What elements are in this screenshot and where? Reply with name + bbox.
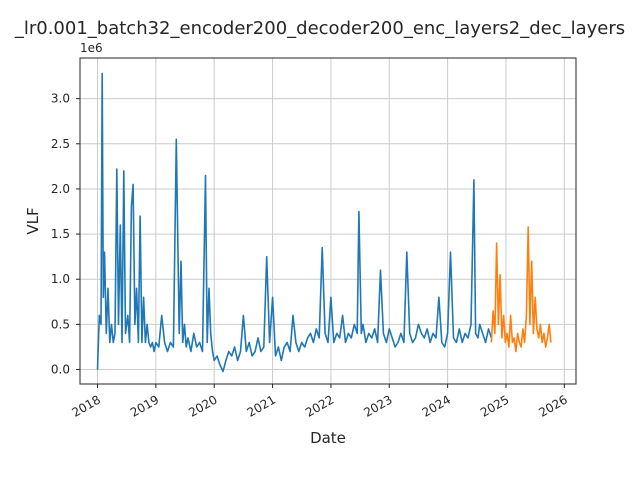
- x-tick-label: 2026: [536, 392, 569, 419]
- y-tick-label: 0.5: [51, 317, 70, 331]
- x-axis-title: Date: [310, 429, 346, 447]
- x-tick-label: 2024: [420, 392, 453, 419]
- x-tick-label: 2019: [128, 392, 161, 419]
- series-lines: [96, 72, 552, 373]
- x-tick-label: 2020: [186, 392, 219, 419]
- x-tick-label: 2023: [361, 392, 394, 419]
- y-offset-label: 1e6: [80, 41, 103, 55]
- plot-border: [79, 57, 577, 385]
- y-tick-label: 2.0: [51, 182, 70, 196]
- x-tick-label: 2022: [303, 392, 336, 419]
- x-axis: 2018 2019 2020 2021 2022 2023 2024 2025 2026: [70, 384, 570, 420]
- y-tick-label: 1.0: [51, 272, 70, 286]
- chart-title: _lr0.001_batch32_encoder200_decoder200_e…: [14, 18, 625, 39]
- y-tick-label: 2.5: [51, 137, 70, 151]
- y-tick-label: 1.5: [51, 227, 70, 241]
- series-line-2: [490, 226, 552, 353]
- y-axis-title: VLF: [24, 207, 42, 234]
- x-tick-label: 2025: [478, 392, 511, 419]
- y-tick-label: 3.0: [51, 92, 70, 106]
- series-line-1: [96, 72, 493, 373]
- y-axis: 0.0 0.5 1.0 1.5 2.0 2.5 3.0: [51, 92, 80, 377]
- x-tick-label: 2021: [245, 392, 278, 419]
- x-tick-label: 2018: [70, 392, 103, 419]
- y-tick-label: 0.0: [51, 363, 70, 377]
